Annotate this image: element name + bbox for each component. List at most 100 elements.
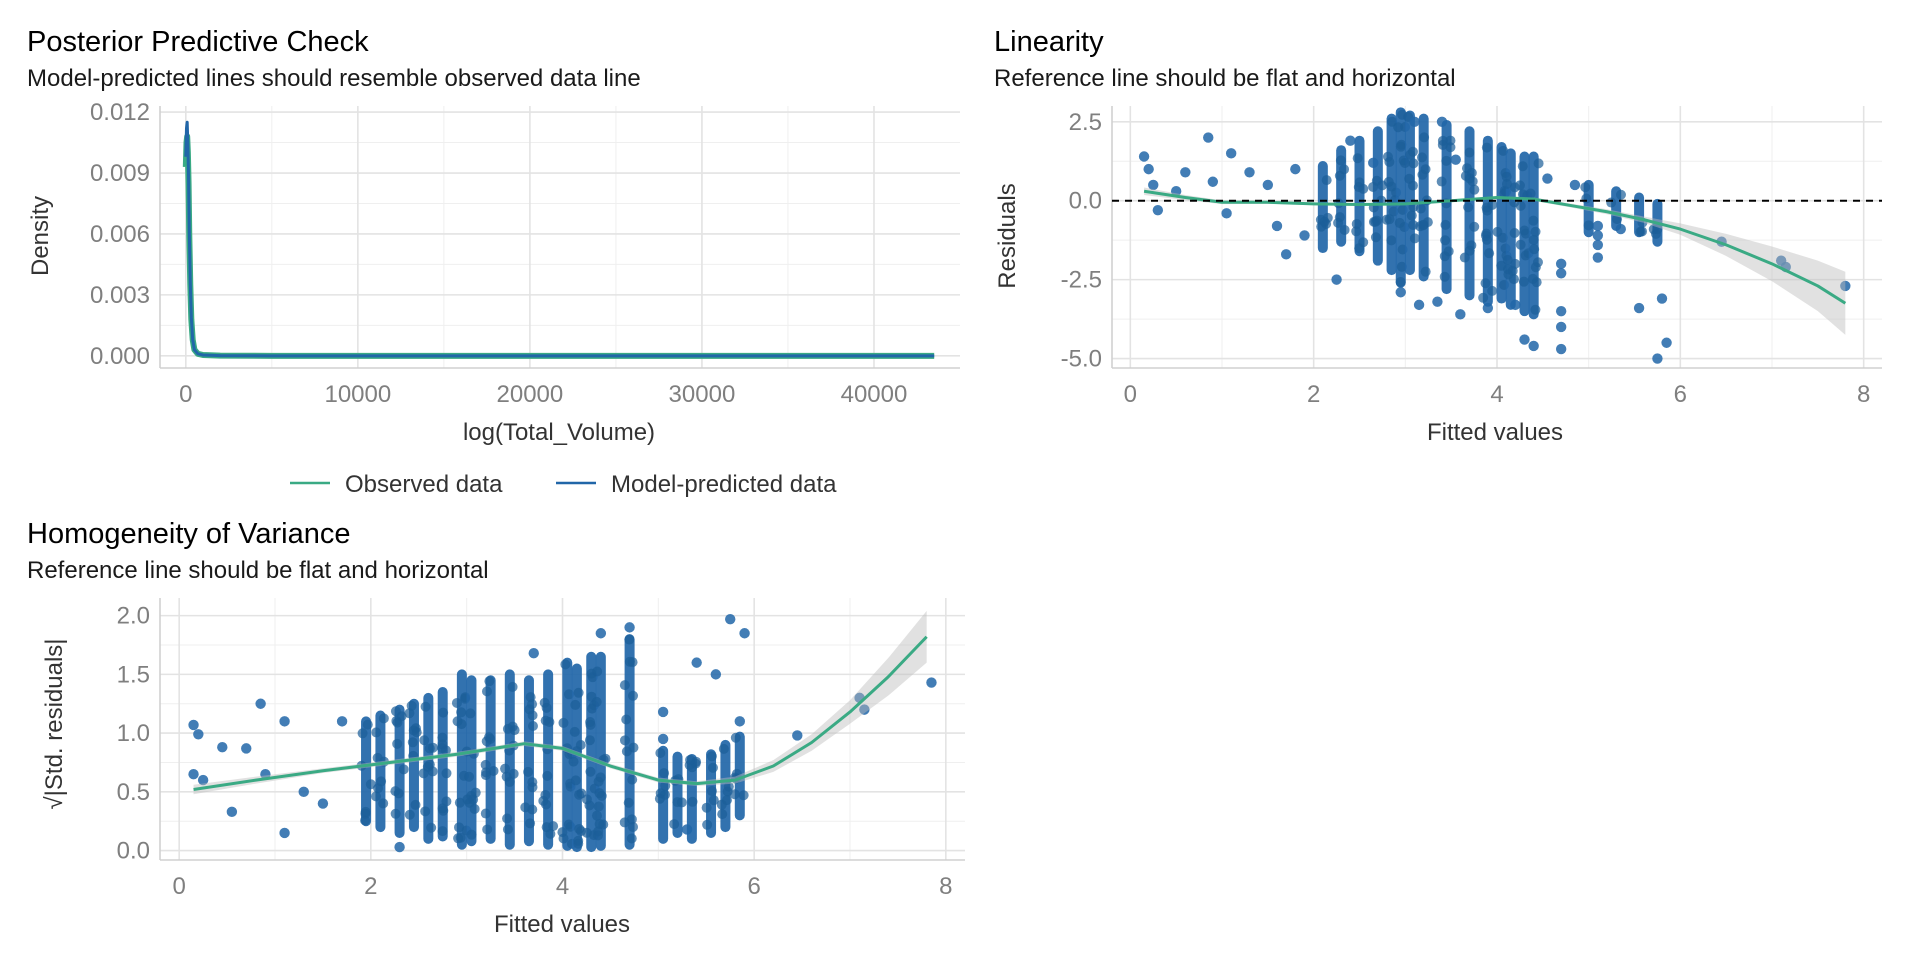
data-point — [1555, 343, 1567, 355]
panel-linearity: Linearity Reference line should be flat … — [994, 26, 1882, 446]
data-point — [317, 798, 329, 809]
panel-homogeneity-of-variance: Homogeneity of Variance Reference line s… — [27, 518, 965, 938]
data-point — [362, 719, 373, 730]
data-point — [541, 799, 552, 810]
panel-subtitle: Model-predicted lines should resemble ob… — [27, 65, 641, 92]
data-point — [438, 707, 449, 718]
data-point — [1466, 240, 1477, 251]
data-point — [279, 716, 290, 727]
data-point — [390, 706, 401, 717]
data-point — [585, 719, 596, 730]
point-cluster — [485, 675, 496, 844]
data-point — [739, 628, 750, 639]
data-point — [1203, 132, 1214, 143]
point-cluster — [504, 669, 515, 850]
data-point — [1415, 203, 1426, 214]
data-point — [470, 787, 481, 798]
data-point — [1478, 292, 1489, 303]
y-axis-label: √|Std. residuals| — [41, 638, 68, 809]
data-point — [1525, 188, 1536, 199]
data-point — [279, 827, 290, 839]
plot-data — [188, 610, 937, 853]
series-line-predicted — [184, 120, 935, 358]
data-point — [558, 717, 569, 728]
data-point — [502, 723, 513, 734]
data-point — [482, 824, 493, 835]
point-cluster — [1395, 107, 1406, 288]
data-point — [1492, 226, 1503, 237]
data-point — [241, 743, 252, 754]
y-tick-label: 1.0 — [117, 720, 150, 747]
data-point — [1370, 232, 1381, 243]
data-point — [226, 806, 238, 818]
data-point — [456, 707, 467, 718]
data-point — [1445, 135, 1456, 146]
data-point — [1437, 139, 1448, 150]
data-point — [1481, 142, 1492, 153]
data-point — [725, 613, 736, 625]
data-point — [1481, 202, 1492, 213]
data-point — [454, 797, 465, 808]
data-point — [1615, 223, 1626, 235]
data-point — [1384, 214, 1395, 225]
data-point — [627, 774, 638, 785]
data-point — [437, 826, 448, 837]
data-point — [1335, 155, 1346, 166]
data-point — [525, 692, 536, 703]
panel-posterior-predictive-check: Posterior Predictive Check Model-predict… — [27, 26, 960, 498]
data-point — [596, 790, 607, 801]
data-point — [1417, 169, 1428, 180]
data-point — [1404, 173, 1415, 184]
data-point — [488, 765, 499, 776]
data-point — [1436, 176, 1447, 187]
data-point — [255, 698, 266, 709]
data-point — [371, 727, 382, 738]
data-point — [718, 743, 729, 754]
data-point — [357, 728, 368, 739]
x-axis-label: Fitted values — [494, 911, 630, 938]
data-point — [1413, 299, 1425, 311]
data-point — [1207, 176, 1219, 187]
data-point — [731, 768, 742, 779]
data-point — [378, 713, 389, 724]
data-point — [708, 795, 719, 806]
data-point — [464, 771, 475, 782]
data-point — [1583, 220, 1594, 231]
y-tick-label: 0.006 — [90, 221, 150, 248]
data-point — [691, 657, 702, 668]
data-point — [360, 808, 371, 819]
data-point — [504, 745, 515, 756]
data-point — [1533, 158, 1544, 169]
data-point — [729, 789, 740, 800]
data-point — [298, 786, 309, 798]
data-point — [624, 656, 635, 667]
data-point — [657, 706, 669, 718]
data-point — [1661, 337, 1672, 348]
data-point — [394, 841, 405, 853]
data-point — [469, 803, 480, 814]
data-point — [502, 813, 513, 824]
data-point — [623, 797, 634, 808]
data-point — [419, 735, 430, 746]
data-point — [1439, 271, 1450, 282]
data-point — [1370, 216, 1381, 227]
data-point — [1592, 239, 1604, 251]
data-point — [411, 727, 422, 738]
data-point — [619, 817, 630, 828]
data-point — [1334, 170, 1345, 181]
data-point — [595, 772, 606, 783]
data-point — [1517, 161, 1528, 172]
data-point — [626, 833, 637, 844]
data-point — [452, 716, 463, 727]
data-point — [1393, 122, 1404, 133]
data-point — [1396, 139, 1407, 150]
data-point — [717, 809, 728, 820]
data-point — [481, 686, 492, 697]
data-point — [706, 786, 717, 797]
data-point — [701, 802, 712, 813]
y-tick-label: 1.5 — [117, 661, 150, 688]
point-cluster — [361, 716, 372, 827]
x-tick-label: 6 — [747, 873, 760, 900]
data-point — [624, 634, 635, 645]
data-point — [792, 730, 803, 741]
